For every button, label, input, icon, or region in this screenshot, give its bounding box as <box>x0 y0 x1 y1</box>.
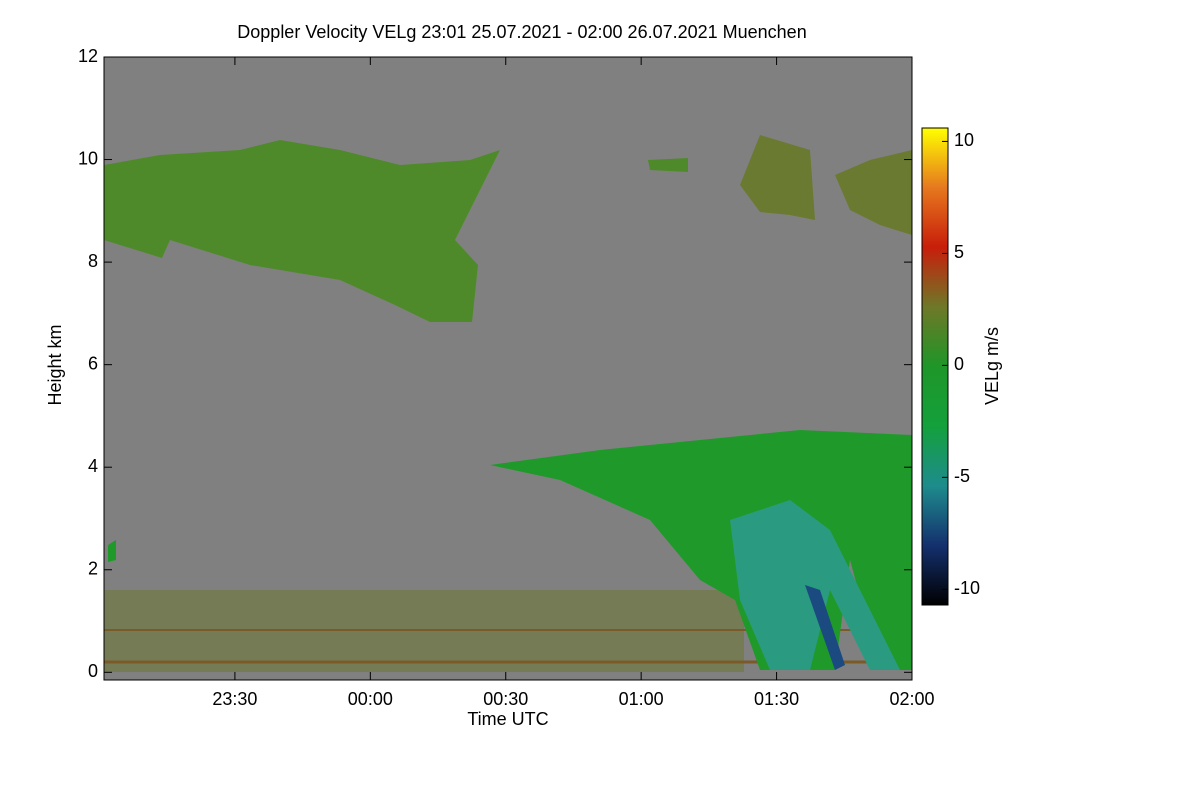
colorbar-tick-label: -10 <box>954 578 980 598</box>
x-tick-label: 23:30 <box>212 689 257 709</box>
colorbar <box>921 127 949 606</box>
echo-region <box>730 500 900 670</box>
echo-region <box>108 540 116 562</box>
y-tick-label: 2 <box>88 559 98 579</box>
y-axis-label: Height km <box>45 324 65 405</box>
y-tick-label: 8 <box>88 251 98 271</box>
x-tick-label: 01:00 <box>619 689 664 709</box>
y-tick-label: 6 <box>88 353 98 373</box>
y-tick-label: 10 <box>78 148 98 168</box>
echo-region <box>805 585 845 670</box>
echo-regions <box>104 135 912 672</box>
x-tick-label: 00:30 <box>483 689 528 709</box>
colorbar-tick-label: 10 <box>954 130 974 150</box>
plot-frame <box>103 56 913 681</box>
y-tick-label: 4 <box>88 456 98 476</box>
colorbar-tick-label: 5 <box>954 242 964 262</box>
x-tick-label: 01:30 <box>754 689 799 709</box>
echo-region <box>740 135 815 220</box>
x-axis-label: Time UTC <box>467 709 548 729</box>
echo-region <box>104 140 500 322</box>
echo-region <box>835 150 912 235</box>
x-tick-label: 02:00 <box>889 689 934 709</box>
x-tick-label: 00:00 <box>348 689 393 709</box>
colorbar-label: VELg m/s <box>982 327 1002 405</box>
y-tick-label: 0 <box>88 661 98 681</box>
echo-region <box>648 158 688 172</box>
chart-title: Doppler Velocity VELg 23:01 25.07.2021 -… <box>237 22 806 42</box>
colorbar-tick-label: -5 <box>954 466 970 486</box>
y-tick-label: 12 <box>78 46 98 66</box>
colorbar-tick-label: 0 <box>954 354 964 374</box>
